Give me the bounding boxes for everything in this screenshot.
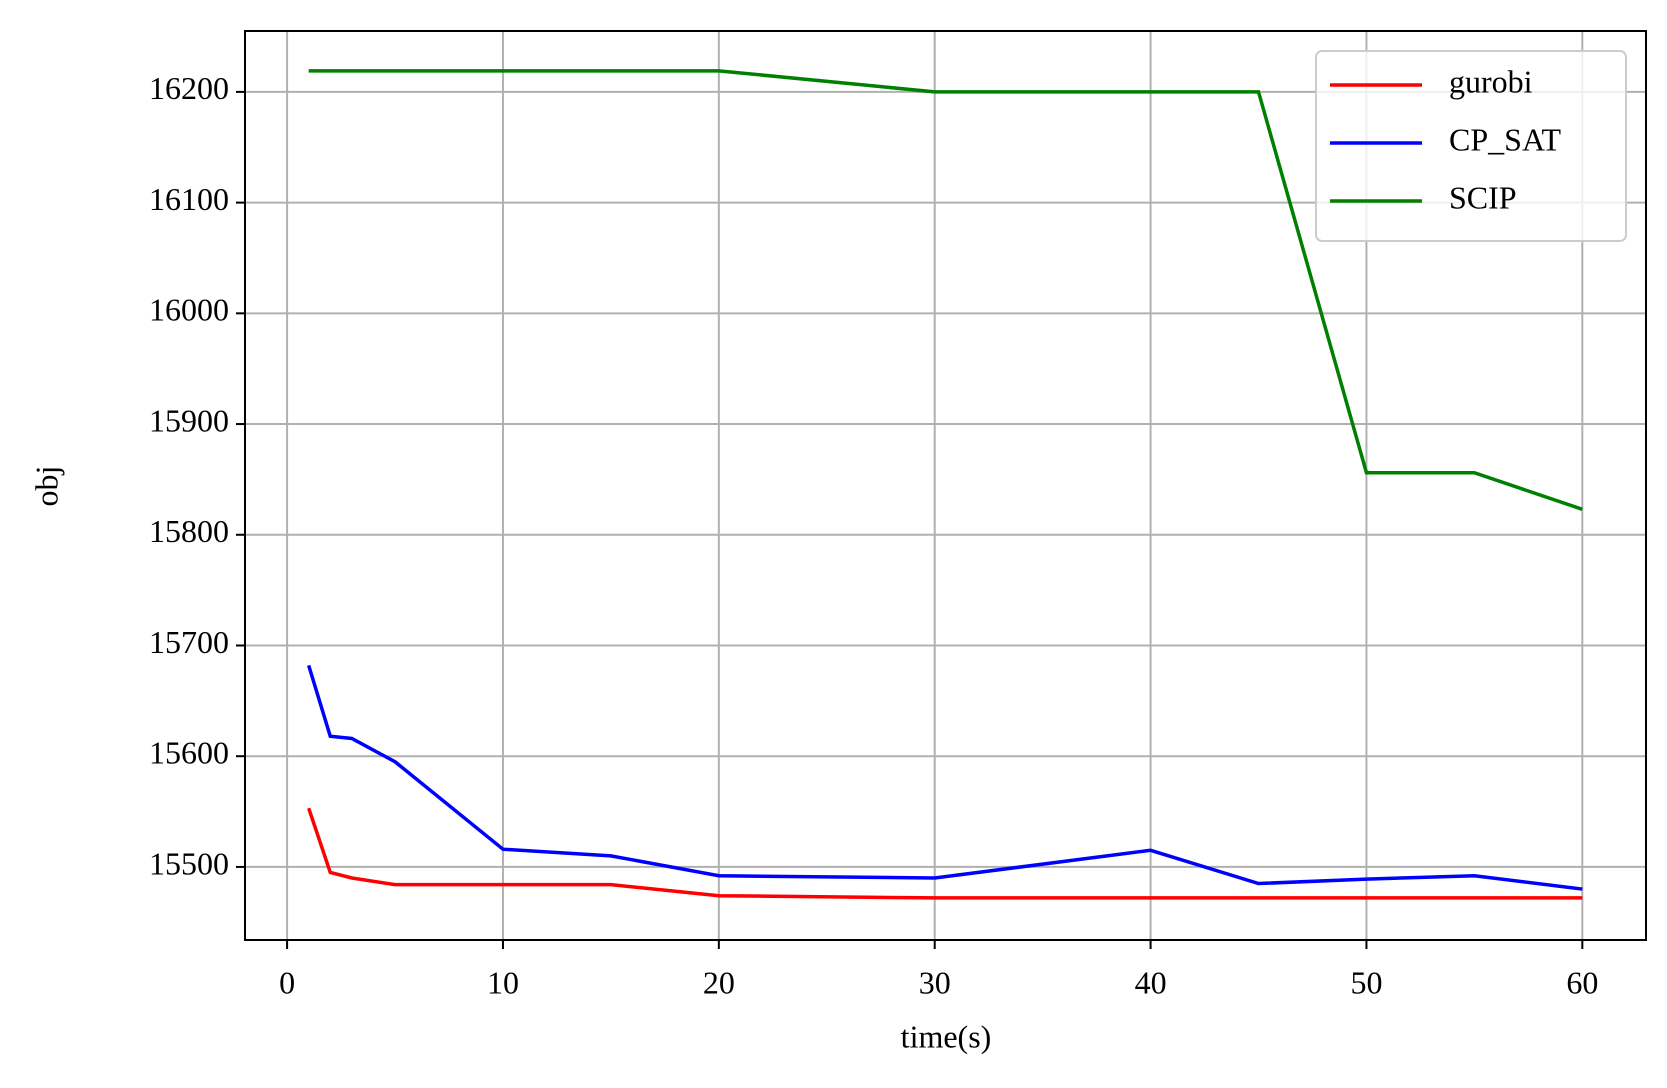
series-line [307,664,1583,891]
y-tick-label: 15900 [149,402,229,438]
y-tick-label: 16200 [149,70,229,106]
plot-frame [244,30,1647,941]
x-tick-label: 10 [487,964,519,1000]
y-tick-label: 16000 [149,292,229,328]
x-tick-label: 60 [1566,964,1598,1000]
legend-label: SCIP [1449,179,1517,215]
y-tick-label: 15500 [149,845,229,881]
legend-label: gurobi [1449,63,1533,99]
y-axis-label: obj [28,466,64,507]
y-tick-label: 15800 [149,513,229,549]
x-tick-label: 0 [279,964,295,1000]
x-tick-label: 30 [919,964,951,1000]
y-tick-label: 15600 [149,735,229,771]
x-axis-label: time(s) [901,1018,992,1054]
y-tick-label: 15700 [149,624,229,660]
legend-label: CP_SAT [1449,121,1562,157]
x-tick-label: 20 [703,964,735,1000]
series-line [307,807,1583,900]
y-tick-label: 16100 [149,181,229,217]
x-tick-label: 40 [1135,964,1167,1000]
legend-box [1315,50,1627,242]
series-line [308,69,1583,511]
x-tick-label: 50 [1350,964,1382,1000]
